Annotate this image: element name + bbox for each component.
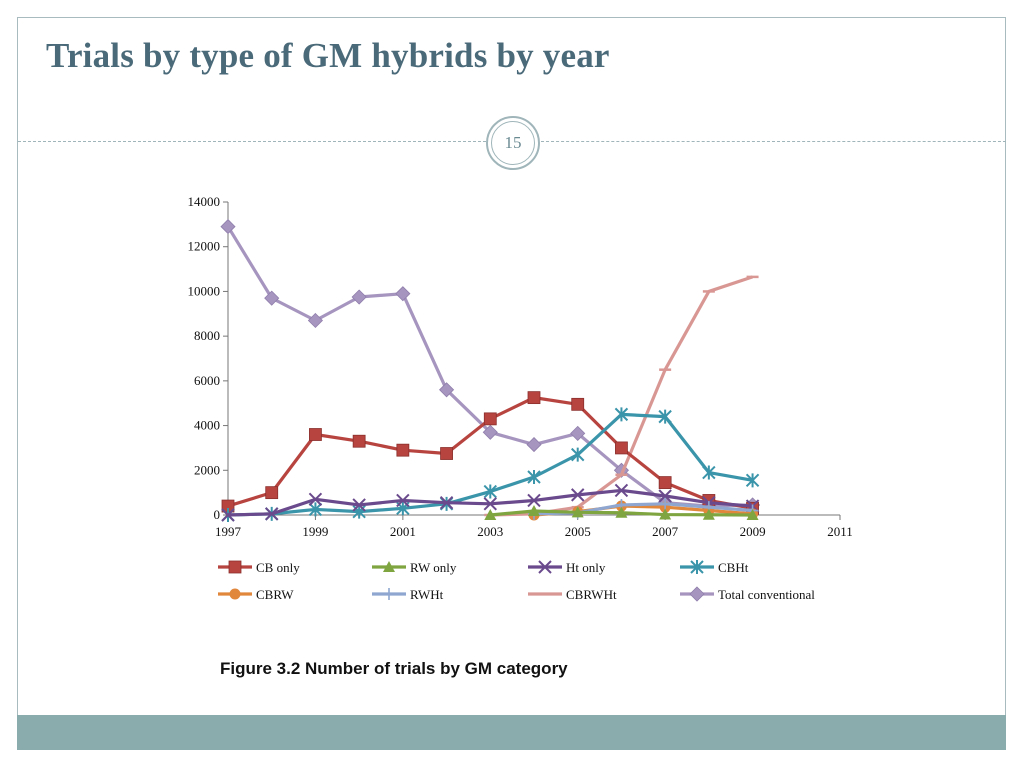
legend-label: CBHt xyxy=(718,560,749,575)
data-point-cb-only xyxy=(396,443,410,457)
data-point-cb-only xyxy=(483,412,497,426)
data-point-ht-only xyxy=(658,489,672,503)
divider-left xyxy=(18,141,486,142)
data-point-total-conventional xyxy=(307,312,323,329)
data-point-ht-only xyxy=(614,483,629,498)
series-rw-only xyxy=(484,504,759,520)
divider-right xyxy=(541,141,1006,142)
series-ht-only xyxy=(221,483,760,522)
legend-item-cbht: CBHt xyxy=(680,560,749,575)
figure-caption: Figure 3.2 Number of trials by GM catego… xyxy=(220,659,568,678)
x-tick-label: 2011 xyxy=(827,524,853,539)
data-point-cb-only xyxy=(309,428,322,441)
data-point-rw-only xyxy=(659,508,672,520)
data-point-cbht xyxy=(527,469,541,484)
page-number-badge: 15 xyxy=(486,116,540,170)
data-point-cb-only xyxy=(527,391,541,405)
legend-label: Ht only xyxy=(566,560,606,575)
data-point-rw-only xyxy=(746,509,759,520)
legend-item-cbrw: CBRW xyxy=(218,587,294,602)
y-tick-label: 14000 xyxy=(188,194,221,209)
legend-label: CBRWHt xyxy=(566,587,617,602)
data-point-rw-only xyxy=(571,506,584,518)
y-tick-label: 0 xyxy=(214,507,221,522)
x-tick-label: 2007 xyxy=(652,524,679,539)
y-tick-label: 2000 xyxy=(194,462,220,477)
legend-marker-cb-only xyxy=(228,560,242,574)
data-point-ht-only xyxy=(352,498,366,512)
legend-marker-total-conventional xyxy=(689,586,705,602)
data-point-rwht xyxy=(659,497,672,510)
data-point-total-conventional xyxy=(264,290,280,306)
data-point-cb-only xyxy=(352,434,366,448)
data-point-cb-only xyxy=(265,486,279,500)
data-point-total-conventional xyxy=(395,286,411,302)
legend-marker-rwht xyxy=(383,588,395,600)
data-point-total-conventional xyxy=(220,219,236,235)
data-point-rw-only xyxy=(615,506,628,518)
legend-marker-cbrw xyxy=(229,588,241,600)
data-point-ht-only xyxy=(221,508,235,522)
data-point-ht-only xyxy=(483,497,497,511)
data-point-cbht xyxy=(308,502,323,517)
page-number: 15 xyxy=(504,133,522,152)
legend-label: CB only xyxy=(256,560,300,575)
data-point-cbht xyxy=(702,465,716,480)
legend-label: CBRW xyxy=(256,587,294,602)
legend-marker-cbht xyxy=(690,560,704,574)
slide-title: Trials by type of GM hybrids by year xyxy=(46,36,610,75)
legend-marker-rw-only xyxy=(383,561,395,572)
data-point-total-conventional xyxy=(439,382,455,398)
y-tick-label: 12000 xyxy=(188,239,221,254)
data-point-rw-only xyxy=(702,508,715,520)
x-tick-label: 2005 xyxy=(565,524,591,539)
data-point-ht-only xyxy=(308,492,323,507)
x-tick-label: 2001 xyxy=(390,524,416,539)
data-point-total-conventional xyxy=(351,289,367,305)
data-point-total-conventional xyxy=(482,424,498,440)
legend-label: RW only xyxy=(410,560,457,575)
data-point-rw-only xyxy=(528,504,540,516)
data-point-ht-only xyxy=(396,493,410,508)
data-point-cbht xyxy=(571,447,585,462)
data-point-total-conventional xyxy=(526,437,542,453)
x-tick-label: 1997 xyxy=(215,524,242,539)
data-point-ht-only xyxy=(439,495,454,510)
data-point-ht-only xyxy=(527,493,541,508)
data-point-cb-only xyxy=(615,441,628,455)
y-tick-label: 8000 xyxy=(194,328,220,343)
legend-item-ht-only: Ht only xyxy=(528,560,606,575)
legend-item-total-conventional: Total conventional xyxy=(680,586,815,602)
data-point-total-conventional xyxy=(570,425,586,441)
data-point-cbht xyxy=(658,409,672,424)
legend-item-rw-only: RW only xyxy=(372,560,457,575)
x-tick-label: 2009 xyxy=(740,524,766,539)
legend-item-cbrwht: CBRWHt xyxy=(528,587,617,602)
data-point-cb-only xyxy=(571,397,585,411)
legend-label: Total conventional xyxy=(718,587,815,602)
data-point-ht-only xyxy=(265,507,279,521)
data-point-cbht xyxy=(483,484,497,499)
legend-label: RWHt xyxy=(410,587,444,602)
y-tick-label: 10000 xyxy=(188,283,221,298)
x-tick-label: 1999 xyxy=(302,524,328,539)
series-total-conventional xyxy=(220,219,761,514)
data-point-cbht xyxy=(614,407,629,422)
data-point-rw-only xyxy=(484,509,497,520)
line-chart: 0 2000 4000 6000 8000 10000 12000 14000 1997 1999… xyxy=(188,194,853,602)
x-tick-label: 2003 xyxy=(477,524,503,539)
series-line-total-conventional xyxy=(226,225,753,508)
data-point-cb-only xyxy=(658,476,672,489)
y-tick-label: 4000 xyxy=(194,418,220,433)
data-point-ht-only xyxy=(571,488,585,502)
y-tick-label: 6000 xyxy=(194,373,220,388)
footer-bar xyxy=(17,715,1006,750)
legend-item-rwht: RWHt xyxy=(372,587,444,602)
legend-item-cb-only: CB only xyxy=(218,560,300,575)
data-point-cb-only xyxy=(440,447,453,460)
data-point-cbht xyxy=(745,473,760,488)
legend-marker-ht-only xyxy=(538,560,552,574)
